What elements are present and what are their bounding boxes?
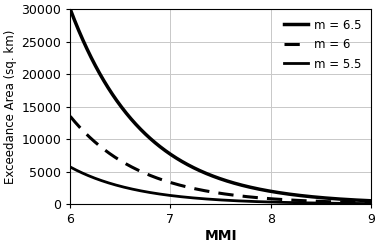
m = 6.5 (315, 196, 319, 199)
Line: m = 6.5: m = 6.5 (70, 9, 371, 201)
m = 6.5 (213, 175, 217, 178)
m = 5.5 (369, 202, 373, 205)
m = 6.5 (369, 199, 373, 202)
m = 6.5 (231, 181, 235, 184)
m = 6 (315, 200, 319, 203)
m = 6 (362, 201, 366, 204)
m = 6.5 (68, 8, 72, 11)
m = 5.5 (362, 202, 366, 205)
Legend: m = 6.5, m = 6, m = 5.5: m = 6.5, m = 6, m = 5.5 (281, 15, 365, 74)
X-axis label: MMI: MMI (204, 229, 237, 243)
m = 6 (369, 201, 373, 204)
Y-axis label: Exceedance Area (sq. km): Exceedance Area (sq. km) (4, 29, 17, 184)
m = 6.5 (211, 175, 215, 178)
m = 6 (213, 191, 217, 194)
m = 6 (231, 194, 235, 197)
m = 6 (247, 195, 251, 198)
m = 5.5 (231, 199, 235, 202)
m = 6.5 (362, 199, 366, 202)
m = 5.5 (247, 200, 251, 203)
m = 6 (68, 115, 72, 118)
Line: m = 6: m = 6 (70, 116, 371, 203)
m = 6.5 (247, 185, 251, 188)
Line: m = 5.5: m = 5.5 (70, 167, 371, 204)
m = 5.5 (211, 198, 215, 201)
m = 5.5 (315, 202, 319, 205)
m = 6 (211, 191, 215, 194)
m = 5.5 (213, 198, 217, 201)
m = 5.5 (68, 165, 72, 168)
